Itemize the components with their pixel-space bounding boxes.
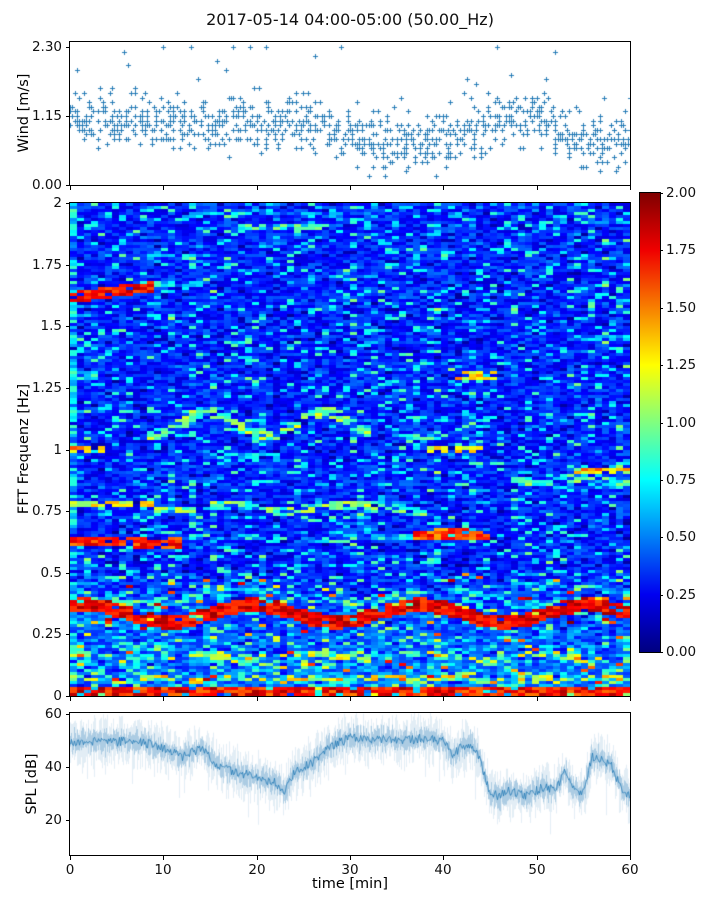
tick-mark [66,265,70,266]
tick-mark [66,696,70,697]
tick-mark [630,186,631,190]
tick-mark [660,480,663,481]
tick-mark [660,193,663,194]
tick-mark [163,186,164,190]
colorbar-tick-label: 1.25 [666,357,697,373]
tick-mark [660,537,663,538]
fft-ytick-label: 0.5 [40,565,62,581]
tick-mark [660,595,663,596]
tick-mark [630,856,631,860]
tick-mark [66,388,70,389]
tick-mark [443,856,444,860]
x-tick-label: 50 [528,862,546,878]
colorbar-tick-label: 0.25 [666,587,697,603]
x-tick-label: 30 [341,862,359,878]
fft-ytick-label: 1.5 [40,318,62,334]
tick-mark [66,47,70,48]
tick-mark [443,697,444,701]
colorbar-tick-label: 1.75 [666,242,697,258]
fft-ytick-label: 0.25 [31,626,62,642]
tick-mark [66,185,70,186]
x-tick-label: 10 [154,862,172,878]
spectrogram-canvas [70,203,630,696]
tick-mark [257,856,258,860]
tick-mark [66,820,70,821]
tick-mark [537,697,538,701]
fft-ytick-label: 2 [53,195,62,211]
tick-mark [66,573,70,574]
spectrogram-axes [69,202,631,697]
tick-mark [66,767,70,768]
tick-mark [66,511,70,512]
fft-ytick-label: 0.75 [31,503,62,519]
colorbar-tick-label: 1.50 [666,300,697,316]
tick-mark [66,116,70,117]
tick-mark [257,697,258,701]
tick-mark [66,203,70,204]
tick-mark [443,186,444,190]
spl-ytick-label: 40 [44,759,62,775]
tick-mark [66,450,70,451]
tick-mark [70,856,71,860]
wind-scatter-axes [69,41,631,186]
x-tick-label: 20 [248,862,266,878]
tick-mark [66,634,70,635]
tick-mark [70,697,71,701]
spl-line-canvas [70,713,630,855]
colorbar [639,192,661,653]
plot-title: 2017-05-14 04:00-05:00 (50.00_Hz) [206,10,494,29]
x-axis-label: time [min] [311,876,389,892]
colorbar-tick-label: 0.75 [666,472,697,488]
tick-mark [257,186,258,190]
spl-line-axes [69,712,631,856]
wind-ytick-label: 1.15 [31,108,62,124]
tick-mark [66,326,70,327]
colorbar-tick-label: 1.00 [666,415,697,431]
fft-ytick-label: 1 [53,442,62,458]
spl-ytick-label: 60 [44,706,62,722]
x-tick-label: 60 [621,862,639,878]
tick-mark [163,856,164,860]
wind-ytick-label: 0.00 [31,177,62,193]
tick-mark [350,856,351,860]
tick-mark [537,856,538,860]
tick-mark [350,186,351,190]
tick-mark [70,186,71,190]
tick-mark [163,697,164,701]
colorbar-tick-label: 0.00 [666,644,697,660]
wind-ytick-label: 2.30 [31,39,62,55]
x-tick-label: 40 [434,862,452,878]
colorbar-tick-label: 0.50 [666,529,697,545]
tick-mark [350,697,351,701]
fft-ytick-label: 1.25 [31,380,62,396]
tick-mark [660,652,663,653]
tick-mark [630,697,631,701]
tick-mark [660,423,663,424]
tick-mark [66,714,70,715]
colorbar-tick-label: 2.00 [666,185,697,201]
x-tick-label: 0 [65,862,75,878]
tick-mark [660,365,663,366]
tick-mark [660,250,663,251]
fft-ytick-label: 1.75 [31,257,62,273]
tick-mark [660,308,663,309]
wind-scatter-canvas [70,42,630,185]
spl-ytick-label: 20 [44,812,62,828]
fft-ytick-label: 0 [53,688,62,704]
tick-mark [537,186,538,190]
